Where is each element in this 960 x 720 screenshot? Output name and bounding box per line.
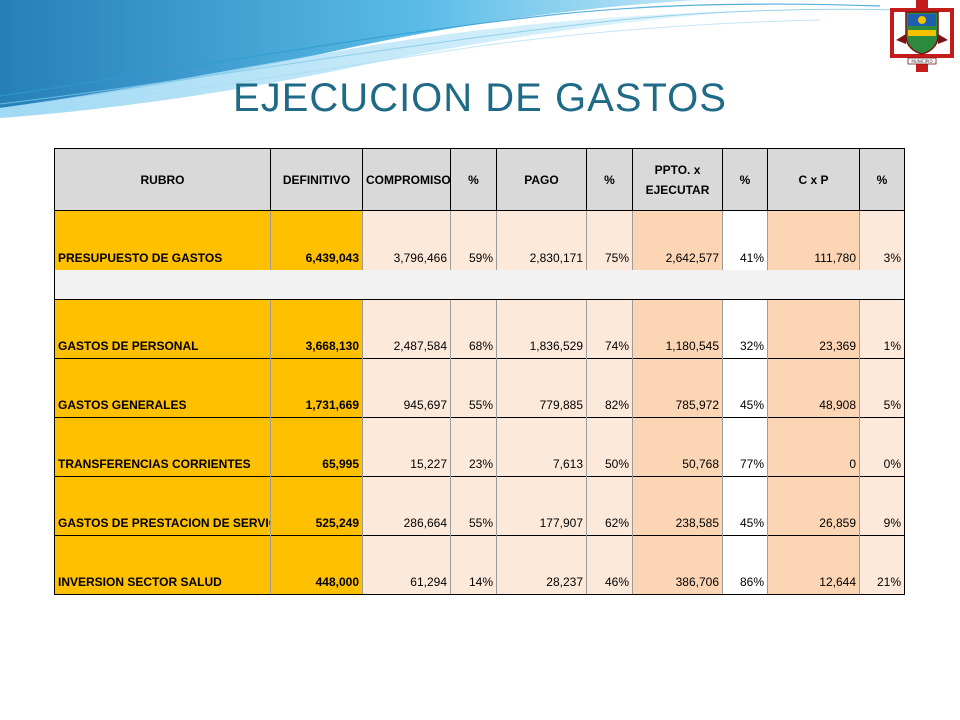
pct-cxp-cell: 9% bbox=[859, 476, 905, 536]
cxp-cell: 0 bbox=[767, 417, 860, 477]
pago-cell: 779,885 bbox=[496, 358, 587, 418]
spacer-row bbox=[54, 270, 905, 300]
pct-compromiso-cell: 55% bbox=[450, 358, 497, 418]
table-row: GASTOS DE PRESTACION DE SERVICIOS525,249… bbox=[54, 476, 905, 536]
pago-cell: 2,830,171 bbox=[496, 210, 587, 270]
compromiso-cell: 2,487,584 bbox=[362, 299, 451, 359]
page-title: EJECUCION DE GASTOS bbox=[233, 76, 727, 120]
pct-cxp-cell: 0% bbox=[859, 417, 905, 477]
compromiso-cell: 61,294 bbox=[362, 535, 451, 595]
pct-compromiso-cell: 55% bbox=[450, 476, 497, 536]
pct-pago-cell: 74% bbox=[586, 299, 633, 359]
pct-ppto-cell: 45% bbox=[722, 476, 768, 536]
cxp-cell: 48,908 bbox=[767, 358, 860, 418]
pct-compromiso-cell: 23% bbox=[450, 417, 497, 477]
pct-pago-cell: 46% bbox=[586, 535, 633, 595]
rubro-cell: INVERSION SECTOR SALUD bbox=[54, 535, 271, 595]
pct-cxp-cell: 21% bbox=[859, 535, 905, 595]
table-row: GASTOS GENERALES 1,731,669 945,697 55% 779,8… bbox=[54, 358, 905, 418]
header-swoosh-decoration bbox=[0, 0, 901, 118]
header-ppto-x-ejecutar: PPTO. x EJECUTAR bbox=[632, 148, 723, 211]
pct-compromiso-cell: 68% bbox=[450, 299, 497, 359]
ppto-cell: 1,180,545 bbox=[632, 299, 723, 359]
definitivo-cell: 448,000 bbox=[270, 535, 363, 595]
cxp-cell: 12,644 bbox=[767, 535, 860, 595]
compromiso-cell: 3,796,466 bbox=[362, 210, 451, 270]
definitivo-cell: 6,439,043 bbox=[270, 210, 363, 270]
pct-cxp-cell: 3% bbox=[859, 210, 905, 270]
definitivo-cell: 3,668,130 bbox=[270, 299, 363, 359]
definitivo-cell: 1,731,669 bbox=[270, 358, 363, 418]
table-row: INVERSION SECTOR SALUD 448,000 61,294 14% 28… bbox=[54, 535, 905, 595]
pct-ppto-cell: 77% bbox=[722, 417, 768, 477]
header-cxp: C x P bbox=[767, 148, 860, 211]
ppto-cell: 238,585 bbox=[632, 476, 723, 536]
header-rubro: RUBRO bbox=[54, 148, 271, 211]
rubro-cell: PRESUPUESTO DE GASTOS bbox=[54, 210, 271, 270]
coat-of-arms-icon: MUNICIPIO bbox=[890, 0, 954, 72]
pago-cell: 7,613 bbox=[496, 417, 587, 477]
table-row: TRANSFERENCIAS CORRIENTES 65,995 15,227 23%… bbox=[54, 417, 905, 477]
cxp-cell: 23,369 bbox=[767, 299, 860, 359]
spacer-cell bbox=[54, 270, 905, 300]
pct-compromiso-cell: 59% bbox=[450, 210, 497, 270]
pct-cxp-cell: 5% bbox=[859, 358, 905, 418]
definitivo-cell: 65,995 bbox=[270, 417, 363, 477]
pct-compromiso-cell: 14% bbox=[450, 535, 497, 595]
rubro-cell: GASTOS GENERALES bbox=[54, 358, 271, 418]
header-definitivo: DEFINITIVO bbox=[270, 148, 363, 211]
header-pago: PAGO bbox=[496, 148, 587, 211]
table-row: GASTOS DE PERSONAL 3,668,130 2,487,584 68% 1… bbox=[54, 299, 905, 359]
compromiso-cell: 15,227 bbox=[362, 417, 451, 477]
pago-cell: 177,907 bbox=[496, 476, 587, 536]
summary-row: PRESUPUESTO DE GASTOS 6,439,043 3,796,46… bbox=[54, 210, 905, 270]
pct-pago-cell: 82% bbox=[586, 358, 633, 418]
cxp-cell: 26,859 bbox=[767, 476, 860, 536]
pct-pago-cell: 75% bbox=[586, 210, 633, 270]
pago-cell: 1,836,529 bbox=[496, 299, 587, 359]
pct-ppto-cell: 86% bbox=[722, 535, 768, 595]
pct-pago-cell: 62% bbox=[586, 476, 633, 536]
detail-rows: GASTOS DE PERSONAL 3,668,130 2,487,584 68% 1… bbox=[54, 299, 905, 595]
rubro-cell: TRANSFERENCIAS CORRIENTES bbox=[54, 417, 271, 477]
expense-execution-table: RUBRO DEFINITIVO COMPROMISO % PAGO % PPT… bbox=[54, 148, 905, 595]
pct-ppto-cell: 41% bbox=[722, 210, 768, 270]
logo-caption: MUNICIPIO bbox=[911, 59, 932, 64]
pct-ppto-cell: 45% bbox=[722, 358, 768, 418]
header-pct-ppto: % bbox=[722, 148, 768, 211]
definitivo-cell: 525,249 bbox=[270, 476, 363, 536]
cxp-cell: 111,780 bbox=[767, 210, 860, 270]
pct-cxp-cell: 1% bbox=[859, 299, 905, 359]
header-pct-pago: % bbox=[586, 148, 633, 211]
pct-ppto-cell: 32% bbox=[722, 299, 768, 359]
ppto-cell: 785,972 bbox=[632, 358, 723, 418]
ppto-cell: 50,768 bbox=[632, 417, 723, 477]
compromiso-cell: 286,664 bbox=[362, 476, 451, 536]
pct-pago-cell: 50% bbox=[586, 417, 633, 477]
rubro-cell: GASTOS DE PERSONAL bbox=[54, 299, 271, 359]
header-pct-compromiso: % bbox=[450, 148, 497, 211]
ppto-cell: 386,706 bbox=[632, 535, 723, 595]
pago-cell: 28,237 bbox=[496, 535, 587, 595]
ppto-cell: 2,642,577 bbox=[632, 210, 723, 270]
header-pct-cxp: % bbox=[859, 148, 905, 211]
table-header-row: RUBRO DEFINITIVO COMPROMISO % PAGO % PPT… bbox=[54, 148, 905, 211]
compromiso-cell: 945,697 bbox=[362, 358, 451, 418]
rubro-cell: GASTOS DE PRESTACION DE SERVICIOS bbox=[54, 476, 271, 536]
header-compromiso: COMPROMISO bbox=[362, 148, 451, 211]
